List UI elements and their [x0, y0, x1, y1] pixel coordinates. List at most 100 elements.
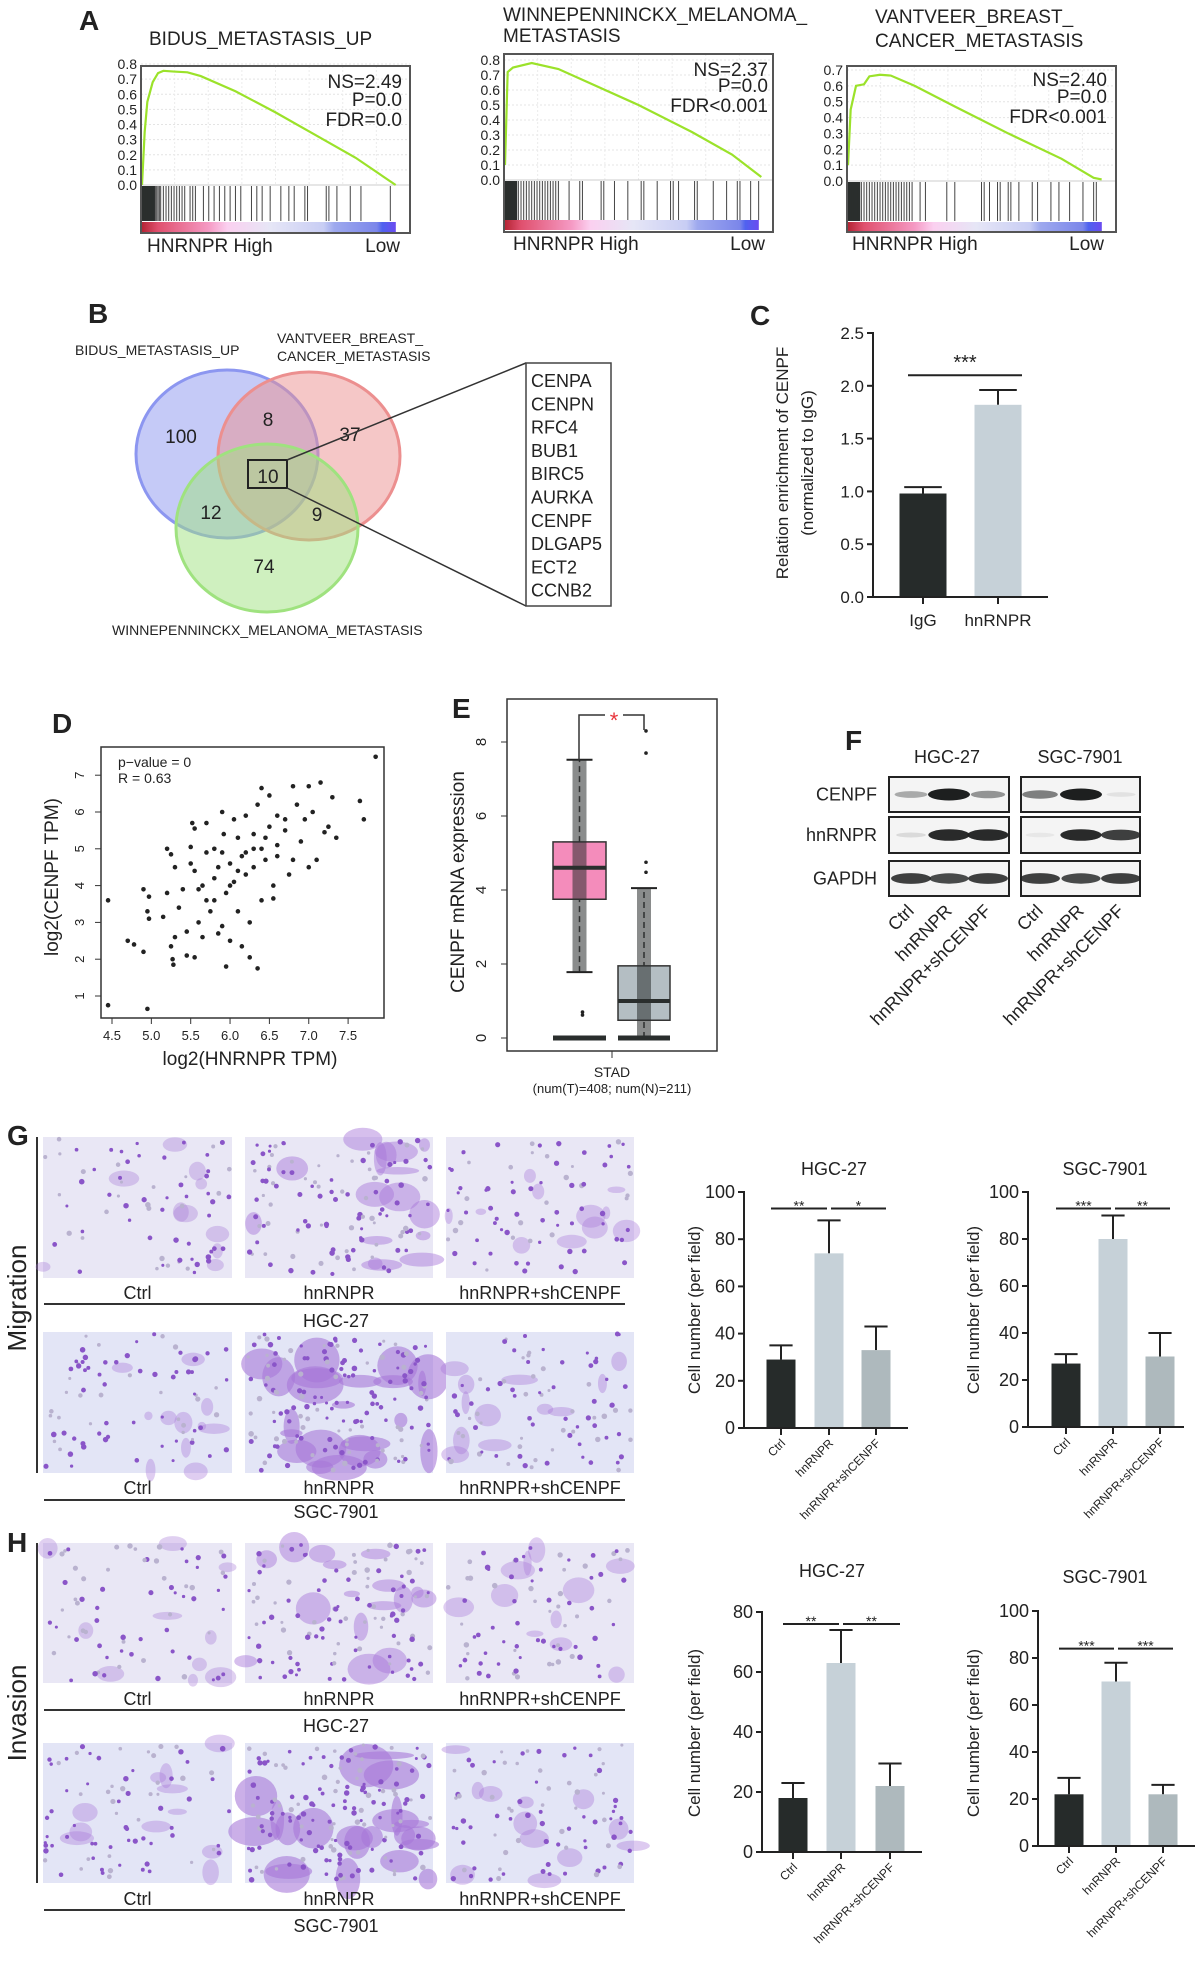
- cell: [126, 1838, 131, 1843]
- cell-cluster: [201, 1397, 214, 1416]
- protein-band: [1025, 832, 1055, 838]
- cell: [268, 1202, 273, 1207]
- cell: [527, 1238, 533, 1244]
- cell: [273, 1183, 279, 1189]
- cell: [358, 1807, 364, 1813]
- cell: [572, 1268, 578, 1275]
- cell: [515, 1761, 519, 1766]
- cell: [273, 1351, 278, 1356]
- cell-cluster: [549, 1637, 573, 1652]
- data-point: [141, 949, 146, 955]
- cell: [574, 1806, 578, 1810]
- x-tick-label: hnRNPR: [1080, 1854, 1124, 1898]
- outlier-point: [580, 1010, 585, 1014]
- significance-stars: **: [806, 1613, 817, 1629]
- cell: [270, 1181, 276, 1186]
- cell: [174, 1744, 179, 1749]
- cell-cluster: [602, 1206, 611, 1220]
- cell: [393, 1342, 398, 1347]
- cell: [284, 1409, 290, 1415]
- cell: [141, 1197, 147, 1203]
- y-tick-label: 2.5: [840, 324, 864, 343]
- cell: [388, 1662, 392, 1666]
- cell: [250, 1160, 256, 1166]
- cell: [266, 1363, 271, 1368]
- cell: [192, 1356, 198, 1363]
- cell: [567, 1558, 571, 1562]
- bar-hnrnpr: [974, 404, 1022, 597]
- cell: [510, 1235, 516, 1240]
- protein-label: GAPDH: [813, 869, 877, 889]
- gsea-title: WINNEPENNINCKX_MELANOMA_: [503, 5, 807, 26]
- data-point: [227, 938, 233, 944]
- cell: [118, 1746, 123, 1751]
- cell: [424, 1395, 428, 1400]
- cell: [328, 1825, 334, 1831]
- cell: [177, 1257, 183, 1263]
- cell: [288, 1267, 294, 1274]
- cell: [588, 1363, 594, 1369]
- cell: [460, 1383, 464, 1388]
- cell: [57, 1415, 61, 1420]
- cell: [599, 1210, 606, 1217]
- cell: [502, 1339, 508, 1345]
- cell: [378, 1779, 384, 1785]
- cell: [192, 1392, 197, 1396]
- cell: [628, 1437, 633, 1443]
- cell: [530, 1422, 535, 1427]
- data-point: [172, 864, 178, 870]
- cell: [337, 1856, 343, 1862]
- cell: [467, 1416, 472, 1421]
- cell: [530, 1579, 534, 1583]
- x-label-high: HNRNPR High: [513, 234, 639, 255]
- cell: [450, 1875, 456, 1882]
- cell: [539, 1181, 543, 1185]
- cell: [286, 1598, 291, 1603]
- cell: [420, 1864, 426, 1871]
- cell: [510, 1180, 514, 1184]
- cell: [563, 1623, 567, 1628]
- y-tick-label: 40: [999, 1323, 1019, 1343]
- y-tick-label: 0.4: [118, 117, 138, 133]
- cell: [56, 1760, 61, 1766]
- cell: [573, 1644, 578, 1649]
- cell: [325, 1416, 329, 1420]
- cell: [563, 1416, 568, 1421]
- cell-cluster: [562, 1577, 595, 1604]
- cell: [605, 1843, 611, 1849]
- data-point: [243, 872, 249, 877]
- cell: [272, 1419, 277, 1424]
- cell: [426, 1202, 430, 1207]
- cell: [67, 1635, 71, 1639]
- cell: [343, 1616, 349, 1621]
- data-point: [125, 938, 131, 944]
- data-point: [271, 883, 276, 888]
- cell-line-label: HGC-27: [303, 1716, 369, 1736]
- x-tick-label: hnRNPR: [805, 1860, 849, 1904]
- y-tick-label: 2: [72, 956, 87, 963]
- cell: [559, 1828, 565, 1835]
- y-tick-label: 0.8: [118, 56, 138, 72]
- cell: [180, 1547, 184, 1551]
- cell: [512, 1348, 517, 1353]
- cell: [513, 1557, 519, 1563]
- cell: [266, 1759, 270, 1763]
- y-tick-label: 0.4: [481, 112, 501, 128]
- cell: [475, 1411, 480, 1417]
- cell: [313, 1395, 317, 1400]
- cell: [369, 1215, 375, 1222]
- cell: [352, 1267, 356, 1272]
- cell: [348, 1851, 353, 1856]
- cell-cluster: [162, 1137, 188, 1152]
- cell: [519, 1436, 524, 1440]
- cell: [359, 1419, 363, 1424]
- cell: [210, 1777, 215, 1782]
- cell: [195, 1396, 201, 1402]
- data-point: [180, 886, 186, 892]
- gsea-stat: NS=2.49: [328, 72, 402, 93]
- cell: [333, 1197, 339, 1203]
- cell: [248, 1877, 255, 1883]
- cell: [209, 1770, 215, 1776]
- cell: [342, 1805, 348, 1811]
- cell: [98, 1392, 104, 1398]
